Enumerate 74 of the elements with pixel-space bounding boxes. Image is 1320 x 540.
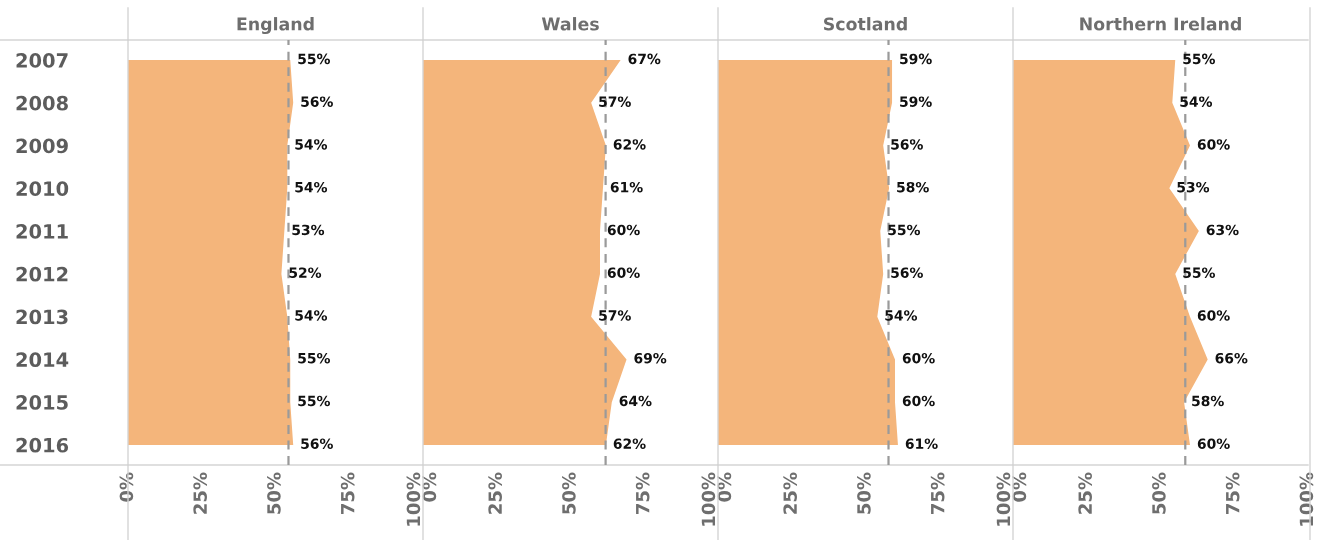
y-tick-label: 2007 — [16, 53, 68, 68]
data-label: 57% — [599, 96, 631, 107]
x-tick-label: 0% — [422, 472, 437, 502]
x-tick-label: 75% — [930, 472, 945, 514]
x-tick-label: 0% — [1012, 472, 1027, 502]
x-tick-label: 75% — [635, 472, 650, 514]
data-label: 60% — [1197, 438, 1230, 449]
data-label: 53% — [292, 224, 325, 236]
data-label: 61% — [905, 438, 938, 449]
x-tick-label: 100% — [406, 472, 421, 526]
x-tick-label: 25% — [1078, 472, 1092, 514]
y-tick-label: 2013 — [16, 309, 68, 325]
x-tick-label: 100% — [701, 472, 716, 526]
data-label: 56% — [301, 438, 333, 449]
x-tick-label: 50% — [267, 472, 281, 514]
y-tick-label: 2010 — [16, 181, 69, 197]
data-label: 55% — [1183, 267, 1215, 278]
x-tick-label: 50% — [1152, 472, 1166, 514]
data-label: 57% — [599, 310, 631, 321]
data-label: 54% — [295, 181, 328, 193]
data-label: 62% — [613, 139, 646, 150]
data-label: 67% — [628, 53, 661, 65]
data-label: 59% — [900, 53, 932, 65]
data-label: 59% — [900, 96, 932, 107]
data-label: 53% — [1177, 181, 1210, 193]
x-tick-label: 0% — [119, 472, 134, 502]
data-label: 56% — [891, 267, 923, 278]
x-tick-label: 75% — [1225, 472, 1240, 514]
data-label: 60% — [607, 267, 640, 278]
x-tick-label: 50% — [857, 472, 871, 514]
data-label: 56% — [301, 96, 333, 107]
data-label: 55% — [298, 395, 330, 407]
y-tick-label: 2015 — [16, 395, 68, 410]
y-tick-label: 2012 — [16, 266, 68, 282]
data-label: 64% — [619, 395, 652, 407]
data-label: 54% — [885, 310, 918, 321]
data-label: 60% — [902, 395, 935, 407]
data-label: 56% — [891, 139, 923, 150]
data-label: 55% — [888, 224, 920, 236]
data-label: 60% — [1197, 310, 1230, 321]
x-tick-label: 25% — [488, 472, 502, 514]
data-label: 60% — [902, 352, 935, 364]
y-tick-label: 2008 — [16, 95, 68, 111]
data-label: 62% — [613, 438, 646, 449]
x-tick-label: 25% — [783, 472, 797, 514]
y-tick-label: 2016 — [16, 437, 69, 453]
data-label: 55% — [298, 53, 330, 65]
x-tick-label: 75% — [340, 472, 355, 514]
data-label: 55% — [298, 352, 330, 364]
data-label: 54% — [1180, 96, 1213, 107]
data-label: 55% — [1183, 53, 1215, 65]
x-tick-label: 100% — [996, 472, 1011, 526]
chart-title: Northern Ireland — [1080, 17, 1241, 31]
y-tick-label: 2014 — [16, 352, 69, 368]
x-tick-label: 50% — [562, 472, 576, 514]
data-label: 58% — [897, 181, 929, 193]
data-label: 69% — [634, 352, 667, 364]
data-label: 58% — [1192, 395, 1224, 407]
data-label: 60% — [607, 224, 640, 236]
chart-title: Scotland — [824, 17, 907, 31]
chart-title: Wales — [541, 17, 599, 31]
data-label: 54% — [295, 310, 328, 321]
data-label: 66% — [1215, 352, 1248, 364]
data-label: 63% — [1206, 224, 1239, 236]
data-label: 52% — [289, 267, 322, 278]
chart-title: England — [237, 17, 314, 35]
x-tick-label: 25% — [193, 472, 207, 514]
y-tick-label: 2009 — [16, 138, 68, 154]
x-tick-label: 100% — [1299, 472, 1314, 526]
data-label: 54% — [295, 139, 328, 150]
data-label: 61% — [610, 181, 643, 193]
data-label: 60% — [1197, 139, 1230, 150]
y-tick-label: 2011 — [16, 224, 68, 239]
x-tick-label: 0% — [717, 472, 732, 502]
